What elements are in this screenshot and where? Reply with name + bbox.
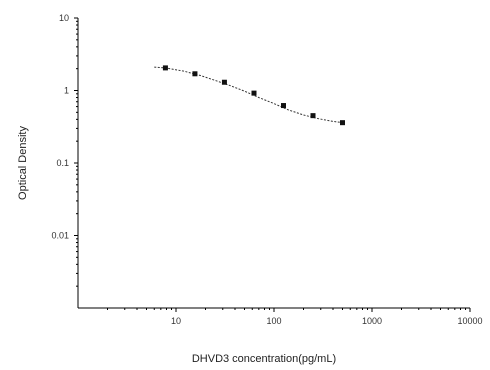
data-points [162,65,345,126]
x-ticks: 10 100 1000 10000 [107,308,483,326]
data-point-4 [280,103,286,109]
x-axis-title: DHVD3 concentration(pg/mL) [192,353,336,365]
data-point-6 [339,120,345,126]
data-point-3 [251,90,257,96]
axes [77,18,470,309]
y-axis-title: Optical Density [17,126,29,200]
y-tick-label: 10 [59,13,69,23]
y-tick-label: 0.01 [51,231,69,241]
y-tick-label: 0.1 [56,158,69,168]
data-point-0 [162,65,168,71]
y-tick-label: 1 [64,86,69,96]
x-tick-label: 1000 [362,316,382,326]
x-tick-label: 10000 [457,316,482,326]
x-tick-label: 10 [171,316,181,326]
data-point-5 [310,113,316,119]
y-ticks: 10 1 0.1 0.01 [51,13,78,287]
data-point-1 [192,71,198,77]
data-point-2 [221,79,227,85]
x-tick-label: 100 [266,316,281,326]
